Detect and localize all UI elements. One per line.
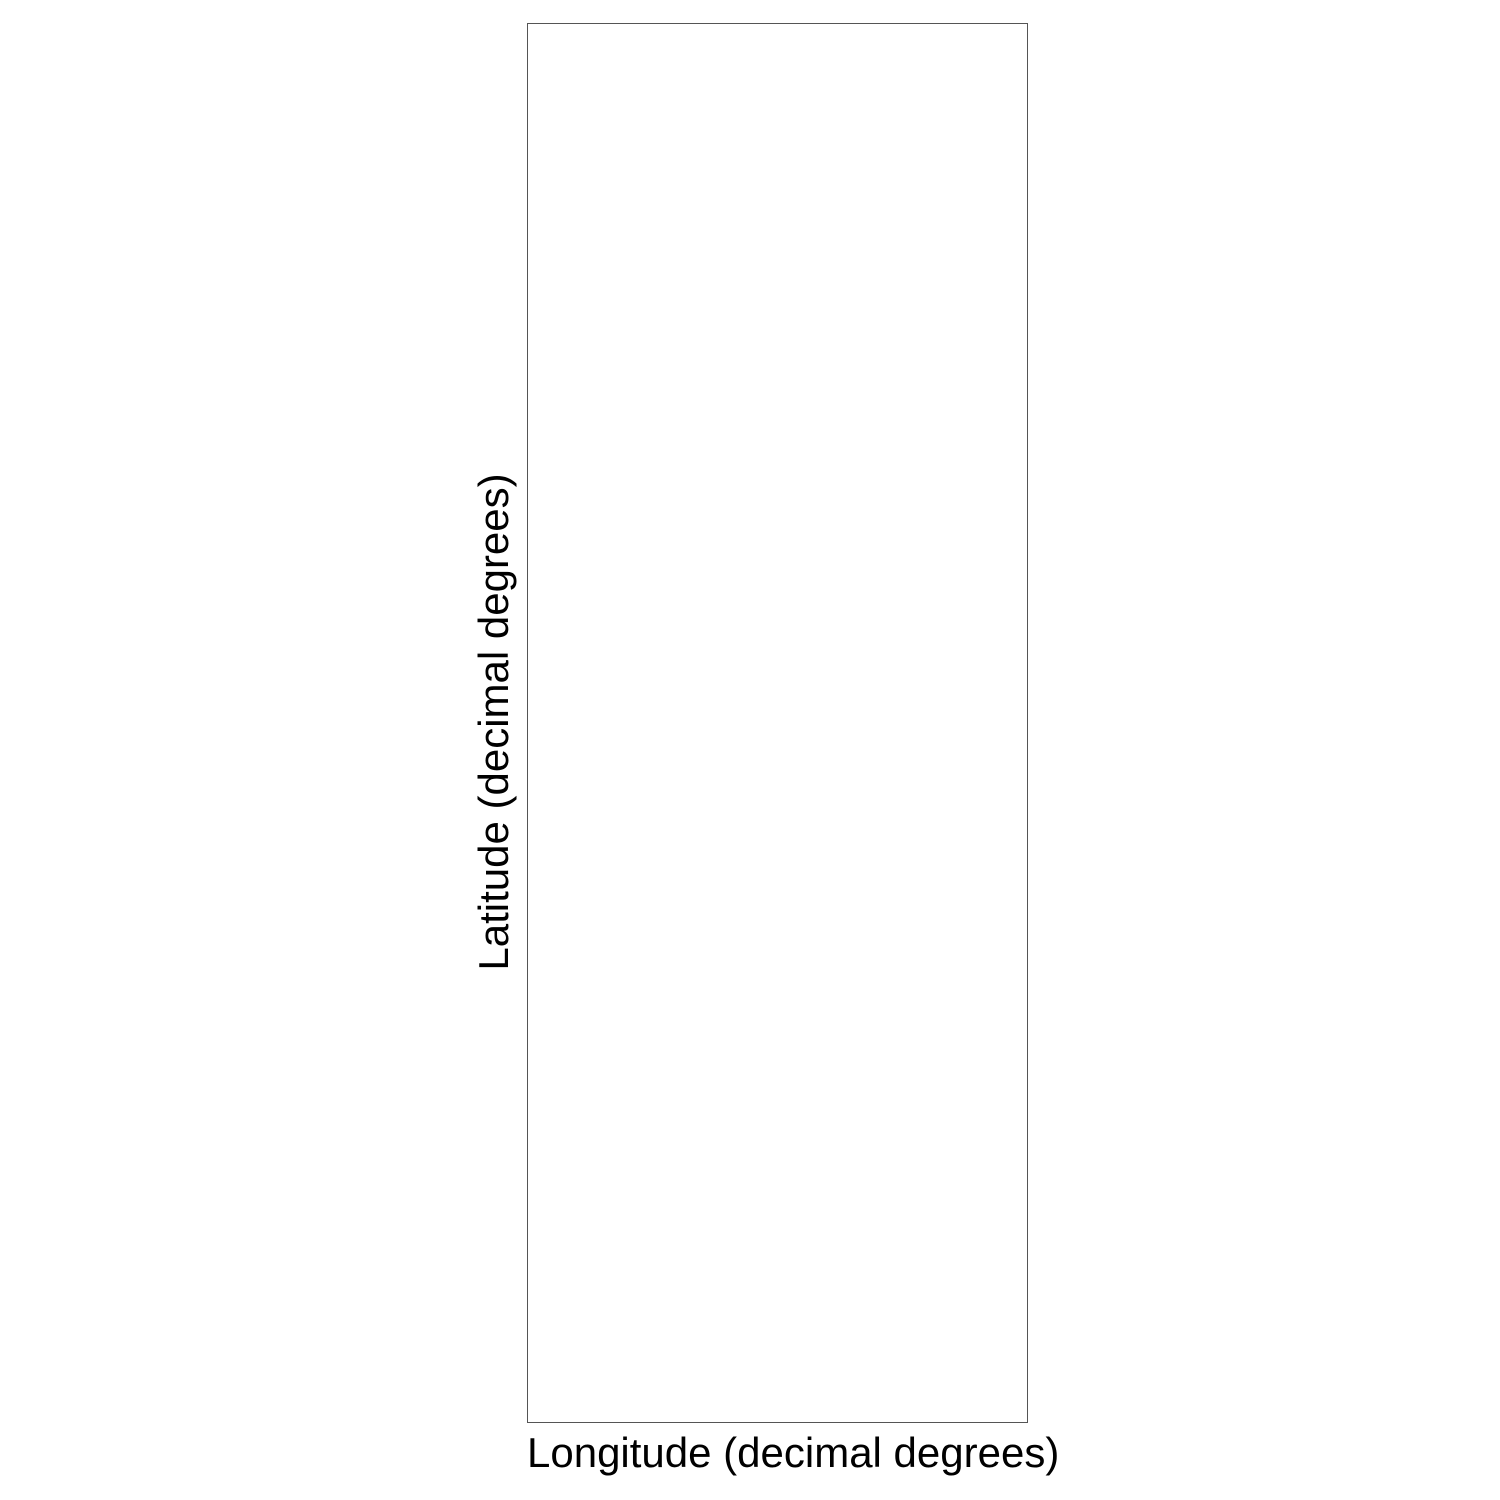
- plot-area: [527, 23, 1028, 1423]
- y-axis-label: Latitude (decimal degrees): [470, 473, 517, 971]
- x-axis-label: Longitude (decimal degrees): [527, 1429, 1060, 1476]
